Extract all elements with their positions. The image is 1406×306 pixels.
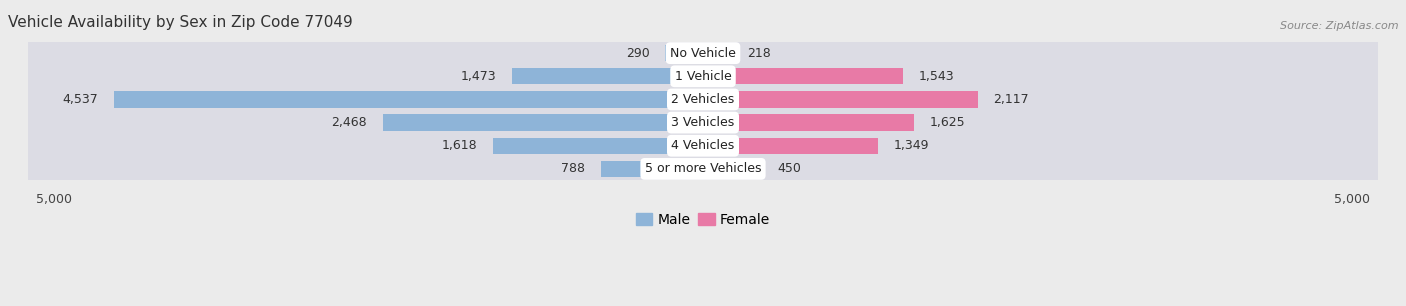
Legend: Male, Female: Male, Female: [630, 207, 776, 232]
Bar: [703, 91, 977, 107]
Bar: [703, 68, 903, 84]
Bar: [494, 138, 703, 154]
Bar: [703, 138, 879, 154]
Text: 1,349: 1,349: [894, 139, 929, 152]
Text: 290: 290: [626, 47, 650, 60]
Bar: [703, 114, 914, 131]
Bar: [28, 88, 1378, 111]
Bar: [28, 111, 1378, 134]
Text: 4,537: 4,537: [63, 93, 98, 106]
Bar: [28, 42, 1378, 65]
Text: 3 Vehicles: 3 Vehicles: [672, 116, 734, 129]
Text: 218: 218: [747, 47, 770, 60]
Text: No Vehicle: No Vehicle: [671, 47, 735, 60]
Bar: [665, 45, 703, 61]
Text: 2,468: 2,468: [332, 116, 367, 129]
Bar: [28, 157, 1378, 181]
Bar: [28, 134, 1378, 157]
Text: 5 or more Vehicles: 5 or more Vehicles: [645, 162, 761, 175]
Text: 788: 788: [561, 162, 585, 175]
Text: 1,473: 1,473: [461, 70, 496, 83]
Bar: [703, 45, 731, 61]
Text: 1 Vehicle: 1 Vehicle: [675, 70, 731, 83]
Text: 1,543: 1,543: [920, 70, 955, 83]
Bar: [512, 68, 703, 84]
Text: 2,117: 2,117: [994, 93, 1029, 106]
Text: 1,618: 1,618: [441, 139, 478, 152]
Bar: [382, 114, 703, 131]
Text: Source: ZipAtlas.com: Source: ZipAtlas.com: [1281, 21, 1399, 32]
Bar: [703, 161, 762, 177]
Text: Vehicle Availability by Sex in Zip Code 77049: Vehicle Availability by Sex in Zip Code …: [8, 15, 353, 30]
Bar: [600, 161, 703, 177]
Text: 4 Vehicles: 4 Vehicles: [672, 139, 734, 152]
Text: 450: 450: [778, 162, 801, 175]
Text: 2 Vehicles: 2 Vehicles: [672, 93, 734, 106]
Bar: [114, 91, 703, 107]
Bar: [28, 65, 1378, 88]
Text: 1,625: 1,625: [929, 116, 965, 129]
